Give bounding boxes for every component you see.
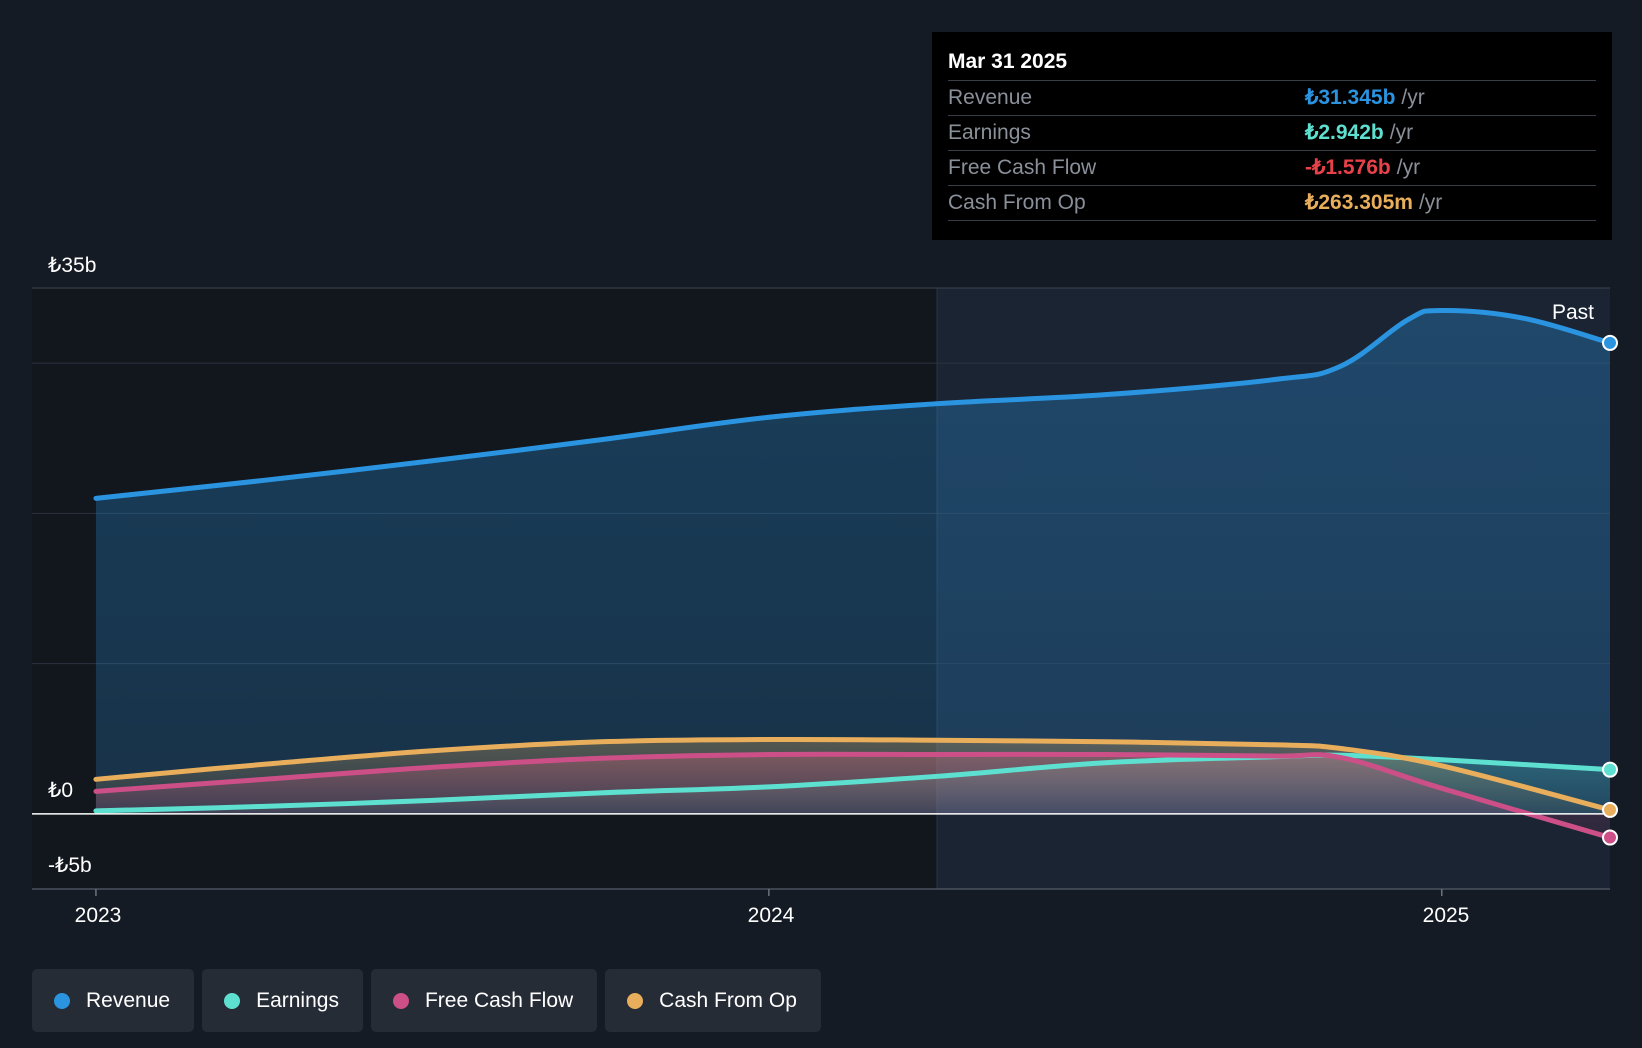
- axes: [32, 813, 1610, 896]
- end-markers: [1602, 334, 1618, 846]
- revenue-area: [95, 310, 1611, 814]
- cash-from-op-line: [93, 736, 1613, 813]
- x-tick-label-2025: 2025: [1423, 904, 1470, 927]
- legend-label: Revenue: [86, 988, 171, 1012]
- revenue-line: [93, 308, 1613, 501]
- legend-dot-icon: [392, 992, 409, 1009]
- legend: Revenue Earnings Free Cash Flow Cash Fro…: [32, 969, 821, 1032]
- tooltip-row-value: ₺31.345b: [1305, 86, 1396, 109]
- legend-item-revenue[interactable]: Revenue: [32, 969, 195, 1032]
- tooltip-row-label: Free Cash Flow: [948, 156, 1097, 179]
- series-lines: [93, 308, 1613, 841]
- cash-from-op-end-marker: [1602, 801, 1618, 818]
- tooltip-row-revenue: Revenue ₺31.345b /yr: [948, 81, 1596, 116]
- tooltip-row-value: ₺263.305m: [1305, 191, 1413, 214]
- legend-label: Cash From Op: [659, 988, 797, 1012]
- legend-item-free-cash-flow[interactable]: Free Cash Flow: [370, 969, 598, 1032]
- tooltip-date: Mar 31 2025: [948, 46, 1596, 81]
- legend-dot-icon: [54, 992, 70, 1009]
- legend-label: Free Cash Flow: [424, 988, 574, 1012]
- legend-label: Earnings: [256, 988, 339, 1012]
- free-cash-flow-line: [93, 751, 1613, 841]
- tooltip-row-unit: /yr: [1418, 191, 1443, 214]
- past-label: Past: [1552, 301, 1594, 324]
- tooltip-row-value: -₺1.576b: [1305, 156, 1391, 179]
- tooltip-panel: Mar 31 2025 Revenue ₺31.345b /yr Earning…: [932, 32, 1612, 240]
- y-tick-label-top: ₺35b: [48, 254, 96, 277]
- tooltip-row-unit: /yr: [1396, 156, 1421, 179]
- tooltip-row-label: Cash From Op: [948, 191, 1086, 214]
- revenue-end-marker: [1602, 334, 1618, 351]
- legend-dot-icon: [224, 992, 241, 1009]
- tooltip-row-label: Revenue: [948, 86, 1033, 109]
- y-tick-label-zero: ₺0: [48, 779, 73, 802]
- x-tick-label-2024: 2024: [748, 904, 795, 927]
- legend-item-cash-from-op[interactable]: Cash From Op: [605, 969, 821, 1032]
- free-cash-flow-end-marker: [1602, 829, 1618, 846]
- tooltip-row-value: ₺2.942b: [1305, 121, 1384, 144]
- tooltip-row-free-cash-flow: Free Cash Flow -₺1.576b /yr: [948, 151, 1596, 186]
- x-tick-label-2023: 2023: [75, 904, 122, 927]
- legend-item-earnings[interactable]: Earnings: [202, 969, 363, 1032]
- tooltip-row-earnings: Earnings ₺2.942b /yr: [948, 116, 1596, 151]
- chart-area: ₺35b ₺0 -₺5b 2023 2024 2025 Past: [32, 254, 1618, 927]
- earnings-end-marker: [1602, 761, 1618, 778]
- tooltip-row-cash-from-op: Cash From Op ₺263.305m /yr: [948, 186, 1596, 221]
- y-tick-label-bottom: -₺5b: [48, 854, 92, 877]
- tooltip-row-unit: /yr: [1389, 121, 1414, 144]
- earnings-line: [93, 752, 1613, 814]
- legend-dot-icon: [627, 992, 644, 1009]
- tooltip-row-label: Earnings: [948, 121, 1031, 144]
- tooltip-row-unit: /yr: [1401, 86, 1425, 109]
